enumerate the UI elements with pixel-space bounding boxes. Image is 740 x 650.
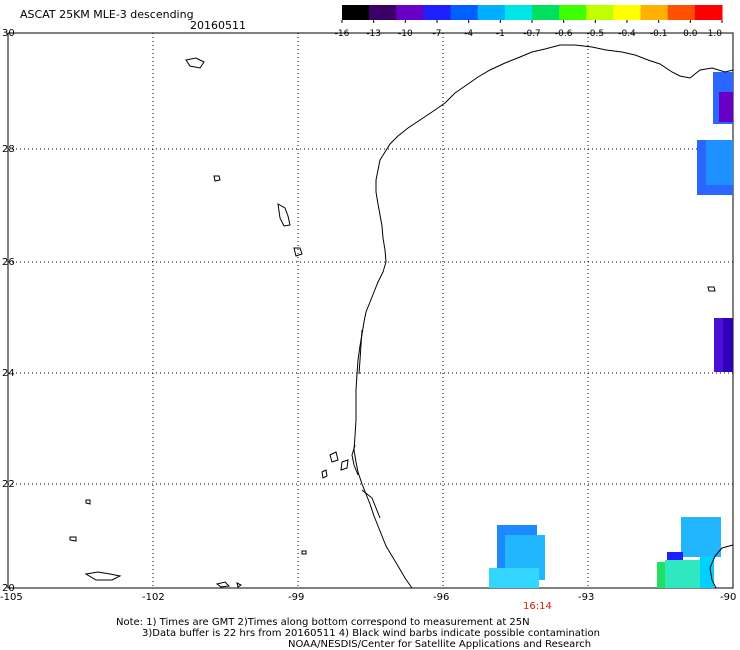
lat-label: 22 [2, 479, 15, 490]
colorbar-label: -7 [433, 29, 442, 39]
colorbar-segment [640, 5, 669, 20]
colorbar: -16 -13 -10 -7 -4 -1 -0.7 -0.6 -0.5 -0.4 -0.1 0.0 1.… [335, 5, 723, 39]
lat-tick-labels: 30 28 26 24 22 20 [2, 28, 15, 594]
colorbar-label: 1.0 [708, 29, 723, 39]
colorbar-label: -0.6 [555, 29, 573, 39]
product-date: 20160511 [190, 19, 246, 32]
lat-label: 30 [2, 28, 15, 39]
colorbar-segment [423, 5, 452, 20]
colorbar-label: -0.5 [587, 29, 605, 39]
colorbar-label: -0.7 [523, 29, 541, 39]
lat-label: 20 [2, 583, 15, 594]
lon-label: -102 [142, 592, 165, 603]
data-swaths [489, 72, 733, 588]
lon-label: -99 [288, 592, 304, 603]
colorbar-label: 0.0 [683, 29, 698, 39]
colorbar-segment [694, 5, 723, 20]
colorbar-label: -0.4 [618, 29, 636, 39]
lon-label: -105 [0, 592, 23, 603]
colorbar-segment [613, 5, 642, 20]
note-line-2: 3)Data buffer is 22 hrs from 20160511 4)… [142, 628, 600, 639]
colorbar-label: -13 [366, 29, 381, 39]
colorbar-label: -0.1 [650, 29, 668, 39]
map-frame [7, 32, 734, 589]
colorbar-segment [396, 5, 424, 20]
lon-label: -90 [720, 592, 736, 603]
coastline [351, 44, 734, 589]
colorbar-segment [342, 5, 370, 20]
colorbar-segment [369, 5, 397, 20]
colorbar-segment [667, 5, 696, 20]
lat-label: 26 [2, 257, 15, 268]
colorbar-label: -1 [496, 29, 505, 39]
graticule [8, 33, 733, 588]
islands [69, 57, 716, 588]
colorbar-segment [532, 5, 560, 20]
colorbar-segment [504, 5, 533, 20]
colorbar-label: -16 [335, 29, 350, 39]
colorbar-segment [559, 5, 587, 20]
note-line-3: NOAA/NESDIS/Center for Satellite Applica… [288, 639, 592, 650]
colorbar-label: -4 [464, 29, 473, 39]
lat-label: 24 [2, 368, 15, 379]
pass-time-label: 16:14 [523, 601, 552, 612]
product-title: ASCAT 25KM MLE-3 descending [20, 8, 194, 21]
lon-label: -96 [433, 592, 449, 603]
colorbar-segment [450, 5, 479, 20]
colorbar-segment [477, 5, 506, 20]
lon-label: -93 [578, 592, 594, 603]
figure-notes: Note: 1) Times are GMT 2)Times along bot… [0, 617, 740, 650]
lat-label: 28 [2, 144, 15, 155]
colorbar-label: -10 [398, 29, 413, 39]
colorbar-segment [586, 5, 614, 20]
lon-tick-labels: -105 -102 -99 -96 -93 -90 [0, 592, 736, 603]
note-line-1: Note: 1) Times are GMT 2)Times along bot… [116, 617, 530, 628]
